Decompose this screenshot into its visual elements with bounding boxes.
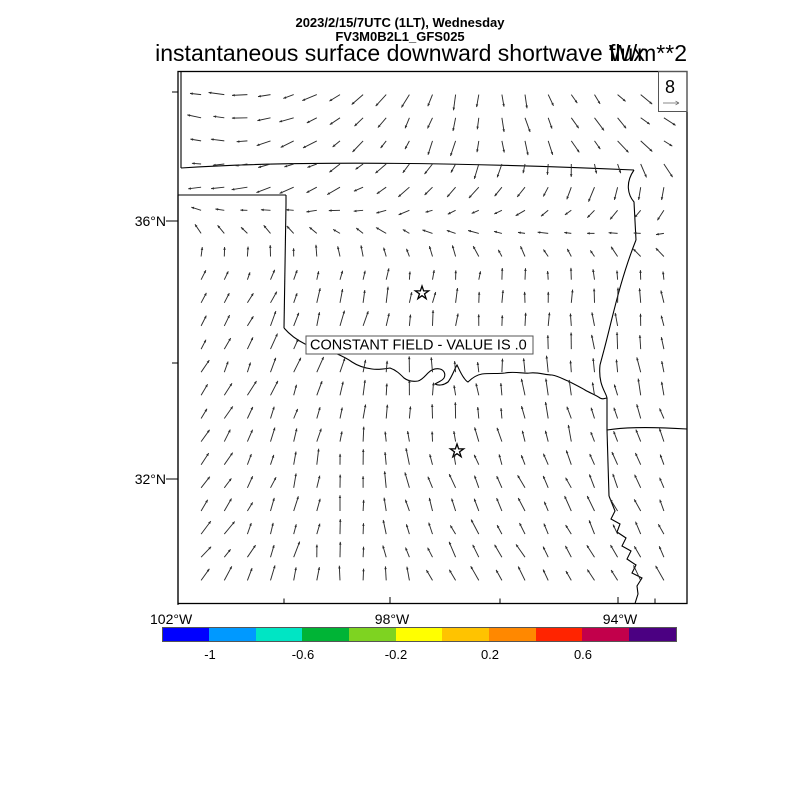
svg-text:8: 8 xyxy=(665,77,675,97)
svg-text:CONSTANT FIELD - VALUE IS .0: CONSTANT FIELD - VALUE IS .0 xyxy=(310,338,527,354)
